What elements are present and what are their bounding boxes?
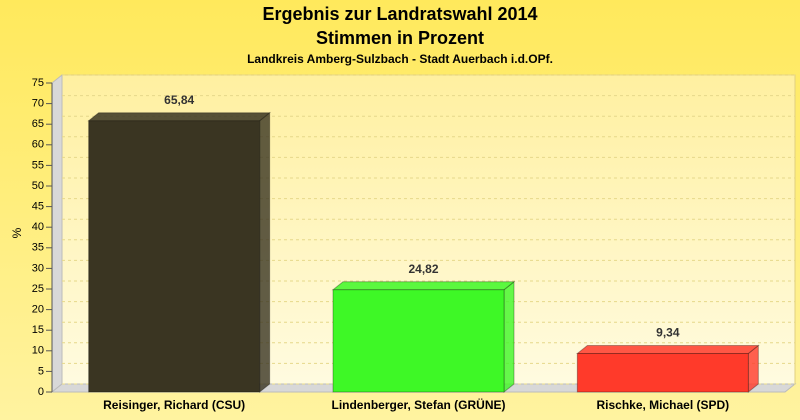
value-label: 24,82 [408,262,438,276]
x-tick-label: Rischke, Michael (SPD) [596,398,729,412]
left-wall [51,73,63,394]
y-tick-label: 10 [32,345,44,357]
bar [88,120,261,393]
y-tick-label: 5 [38,365,44,377]
y-tick-label: 40 [32,221,44,233]
bar-side [503,280,515,394]
y-tick-label: 15 [32,324,44,336]
y-tick-label: 0 [38,386,44,398]
chart-title: Stimmen in Prozent [316,28,484,48]
x-tick-label: Lindenberger, Stefan (GRÜNE) [331,397,505,412]
y-tick-label: 20 [32,304,44,316]
y-tick-label: 60 [32,139,44,151]
value-label: 65,84 [164,93,194,107]
y-tick-label: 45 [32,201,44,213]
bar-side [259,111,271,394]
bar-top [87,112,272,122]
value-label: 9,34 [656,326,680,340]
y-tick-label: 25 [32,283,44,295]
y-axis-label: % [10,227,24,238]
y-tick-label: 30 [32,262,44,274]
y-tick-label: 55 [32,159,44,171]
y-tick-label: 75 [32,77,44,89]
bar-top [575,345,760,355]
bar [576,353,749,393]
chart-subtitle: Landkreis Amberg-Sulzbach - Stadt Auerba… [247,52,553,66]
bar [332,289,505,393]
y-tick-label: 70 [32,98,44,110]
y-tick-label: 35 [32,242,44,254]
bar-top [331,281,516,291]
y-tick-label: 50 [32,180,44,192]
y-tick-label: 65 [32,118,44,130]
chart-title: Ergebnis zur Landratswahl 2014 [262,4,537,24]
x-tick-label: Reisinger, Richard (CSU) [103,398,245,412]
